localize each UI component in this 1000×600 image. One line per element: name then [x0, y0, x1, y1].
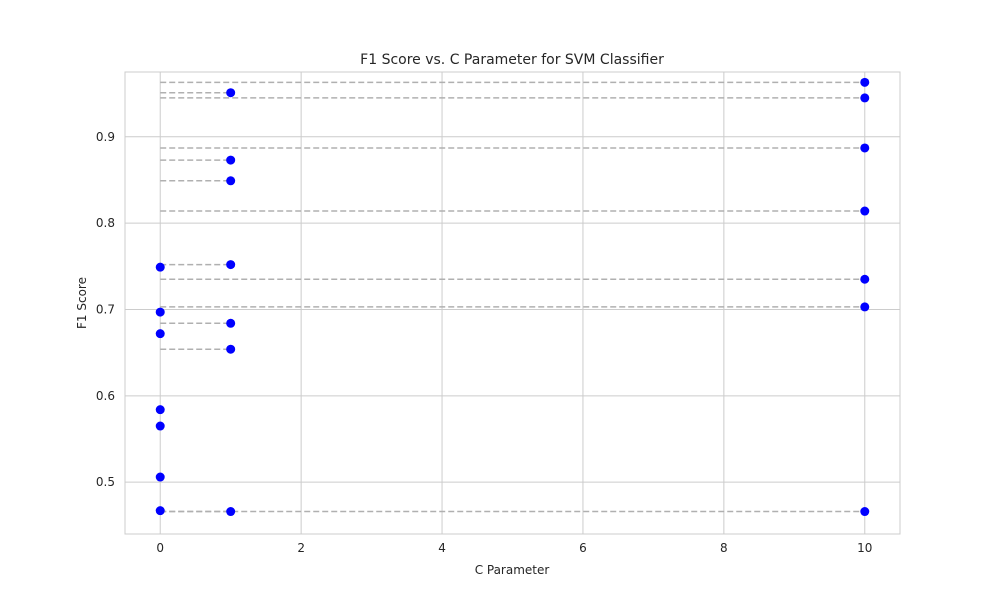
data-point	[226, 176, 236, 186]
data-point	[155, 405, 165, 415]
x-axis-label: C Parameter	[475, 563, 550, 577]
data-point	[226, 155, 236, 165]
data-point	[226, 507, 236, 517]
data-point	[860, 274, 870, 284]
y-tick-label: 0.5	[96, 475, 115, 489]
data-point	[860, 507, 870, 517]
data-point	[155, 307, 165, 317]
y-tick-labels: 0.5 0.6 0.7 0.8 0.9	[96, 130, 115, 489]
x-tick-label: 10	[857, 541, 872, 555]
data-point	[155, 262, 165, 272]
data-point	[860, 143, 870, 153]
x-tick-label: 6	[579, 541, 587, 555]
data-point	[860, 206, 870, 216]
plot-area	[124, 71, 901, 535]
y-tick-label: 0.6	[96, 389, 115, 403]
x-tick-label: 0	[156, 541, 164, 555]
x-tick-label: 4	[438, 541, 446, 555]
data-point	[155, 506, 165, 516]
x-tick-label: 2	[297, 541, 305, 555]
data-points	[155, 77, 870, 517]
x-tick-labels: 0 2 4 6 8 10	[156, 541, 872, 555]
y-tick-label: 0.9	[96, 130, 115, 144]
data-point	[860, 77, 870, 87]
data-point	[226, 318, 236, 328]
data-point	[226, 260, 236, 270]
data-point	[155, 329, 165, 339]
reference-lines	[160, 81, 865, 513]
x-tick-label: 8	[720, 541, 728, 555]
y-tick-label: 0.8	[96, 216, 115, 230]
data-point	[155, 421, 165, 431]
y-axis-label: F1 Score	[75, 277, 89, 329]
data-point	[226, 88, 236, 98]
data-point	[226, 344, 236, 354]
data-point	[155, 472, 165, 482]
data-point	[860, 302, 870, 312]
y-tick-label: 0.7	[96, 302, 115, 316]
chart-title: F1 Score vs. C Parameter for SVM Classif…	[360, 52, 664, 68]
data-point	[860, 93, 870, 103]
